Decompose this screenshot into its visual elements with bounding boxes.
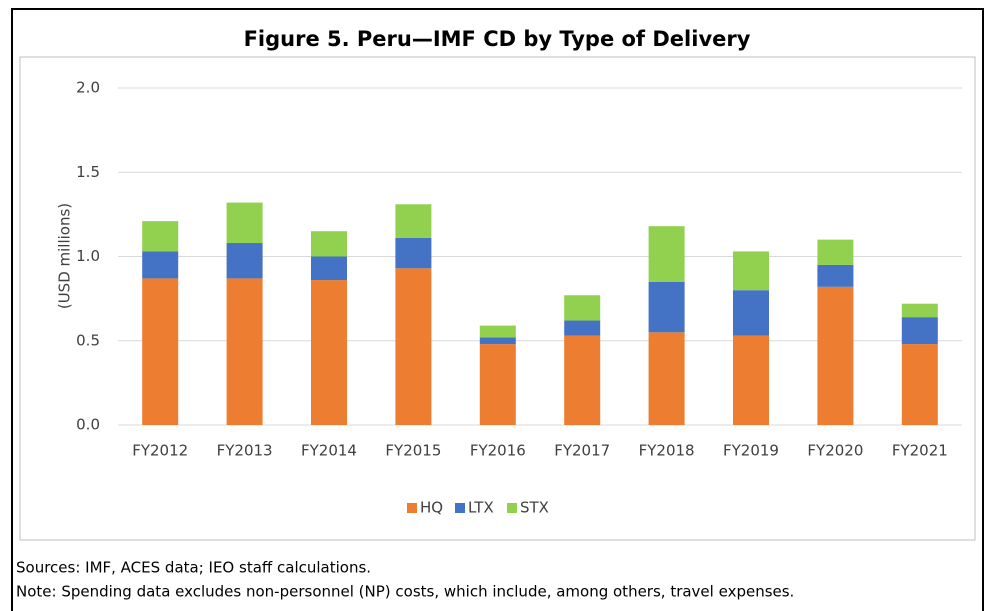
bar-segment [395,204,432,238]
bar-segment [817,286,854,425]
chart-title: Figure 5. Peru—IMF CD by Type of Deliver… [244,27,751,51]
bar-segment [226,202,263,244]
bar-segment [311,231,347,257]
bar-segment [395,237,432,269]
bar-segment [901,344,938,425]
outer-frame [11,8,984,611]
bar-segment [226,278,263,425]
bar-segment [311,280,347,425]
legend-label: HQ [420,499,443,517]
note: Note: Spending data excludes non-personn… [16,583,794,601]
y-axis-label: (USD millions) [56,203,74,309]
y-tick-label: 0.5 [76,331,100,349]
bar-segment [817,264,854,287]
bar-segment [901,317,938,345]
y-tick-label: 1.5 [76,163,100,181]
bar-segment [648,281,685,333]
bar-segment [226,243,263,279]
bar-segment [564,335,601,425]
bar-segment [395,268,432,425]
bar-segment [564,320,601,336]
bar-segment [142,221,179,252]
legend-swatch [407,503,417,513]
x-tick-label: FY2016 [470,442,526,460]
legend-swatch [507,503,517,513]
x-tick-label: FY2015 [385,442,441,460]
bar-segment [479,325,516,338]
legend-label: STX [520,499,549,517]
chart-frame [19,56,976,541]
bar-segment [733,251,769,291]
x-tick-label: FY2014 [301,442,357,460]
bar-segment [817,239,854,265]
bar-segment [901,303,938,318]
bar-segment [648,226,685,282]
x-tick-label: FY2018 [639,442,695,460]
bar-segment [648,332,685,425]
bar-segment [311,256,347,281]
bar-segment [733,290,769,336]
x-tick-label: FY2012 [132,442,188,460]
bar-segment [564,295,601,321]
bar-segment [142,278,179,425]
sources: Sources: IMF, ACES data; IEO staff calcu… [16,559,371,577]
y-tick-label: 0.0 [76,416,100,434]
x-tick-label: FY2017 [554,442,610,460]
bar-segment [733,335,769,425]
x-tick-label: FY2019 [723,442,779,460]
y-tick-label: 2.0 [76,79,100,97]
legend-label: LTX [468,499,494,517]
y-tick-label: 1.0 [76,247,100,265]
legend-swatch [455,503,465,513]
bar-segment [142,251,179,279]
bar-segment [479,344,516,425]
x-tick-label: FY2021 [892,442,948,460]
bar-segment [479,337,516,345]
x-tick-label: FY2013 [217,442,273,460]
x-tick-label: FY2020 [807,442,863,460]
